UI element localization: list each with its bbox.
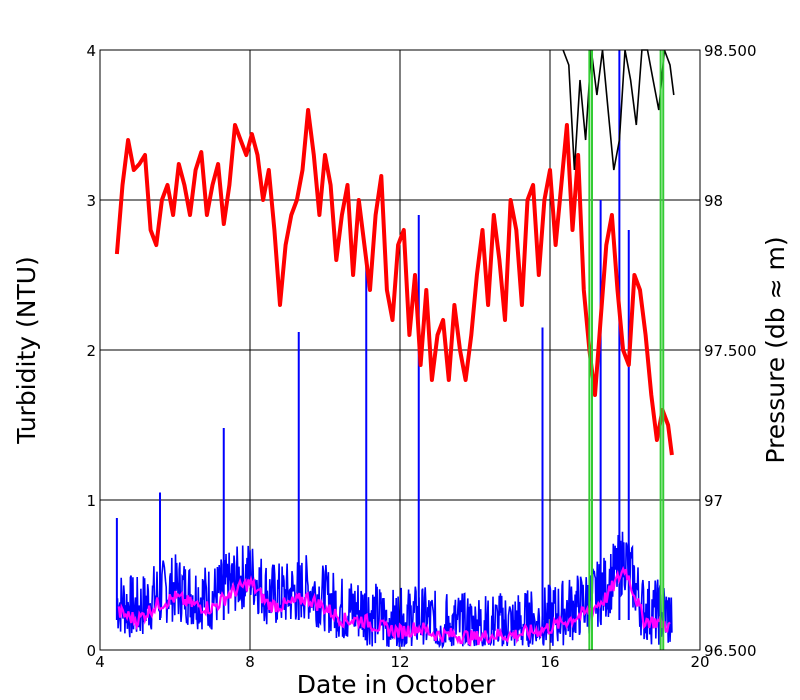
series-layer: [114, 49, 675, 649]
pressure-line: [114, 108, 674, 456]
y-left-tick-label: 1: [86, 492, 96, 510]
grid-layer: [100, 50, 700, 650]
y-right-tick-label: 97: [704, 492, 723, 510]
y-left-tick-label: 4: [86, 42, 96, 60]
plot-frame: [99, 49, 701, 651]
turbidity-smoothed-line: [117, 565, 671, 647]
y-left-tick-label: 2: [86, 342, 96, 360]
x-tick-label: 20: [690, 653, 709, 671]
turbidity-raw-line: [116, 531, 673, 649]
x-tick-label: 12: [390, 653, 409, 671]
y-right-tick-label: 98.500: [704, 42, 757, 60]
x-tick-label: 8: [245, 653, 255, 671]
y-right-tick-label: 96.500: [704, 642, 757, 660]
x-axis-title: Date in October: [297, 670, 496, 699]
pressure-black-line: [562, 49, 675, 171]
y-left-axis-title: Turbidity (NTU): [12, 256, 41, 445]
y-left-tick-label: 0: [86, 642, 96, 660]
marker-layer: [588, 50, 665, 650]
y-left-tick-label: 3: [86, 192, 96, 210]
y-right-tick-label: 98: [704, 192, 723, 210]
y-right-axis-title: Pressure (db ≈ m): [761, 236, 790, 463]
x-tick-label: 16: [540, 653, 559, 671]
x-tick-label: 4: [95, 653, 105, 671]
y-right-tick-label: 97.500: [704, 342, 757, 360]
